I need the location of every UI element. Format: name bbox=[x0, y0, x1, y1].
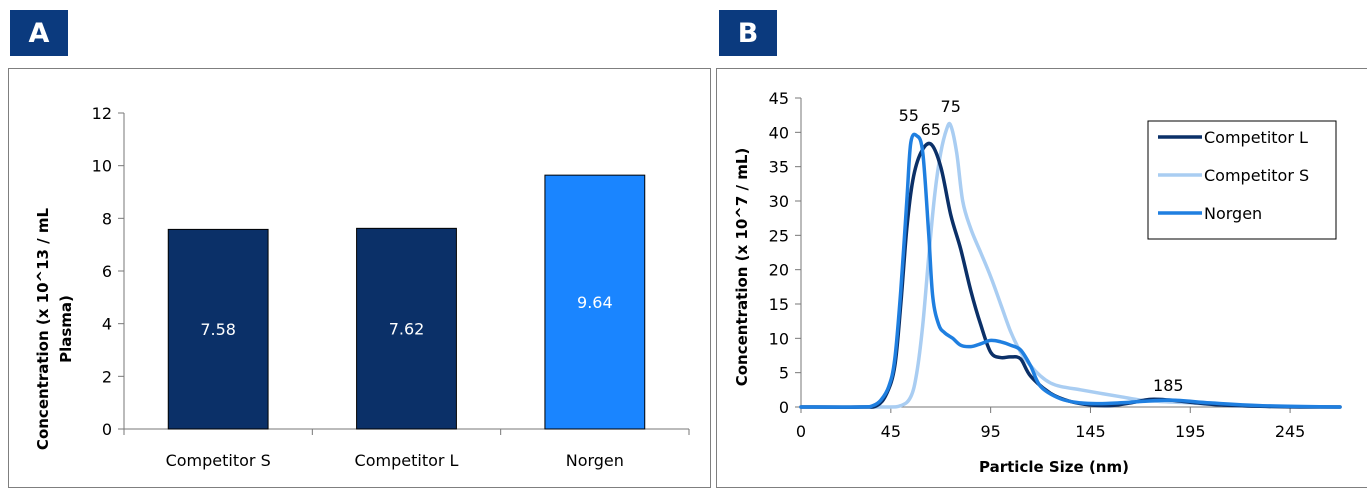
y-tick-label: 45 bbox=[769, 89, 789, 108]
bar-1 bbox=[167, 228, 269, 430]
x-tick-label: 95 bbox=[980, 422, 1000, 441]
peak-annotation: 55 bbox=[899, 106, 919, 125]
y-tick-label: 8 bbox=[102, 209, 112, 228]
bar-chart: 0 2 4 6 8 10 12 7.58 Competitor S 7.62 Competitor… bbox=[34, 104, 690, 470]
x-category-label: Competitor S bbox=[166, 451, 271, 470]
legend-label: Norgen bbox=[1204, 204, 1262, 223]
bar-chart-frame: 0 2 4 6 8 10 12 7.58 Competitor S 7.62 Competitor… bbox=[8, 68, 711, 488]
x-axis-title: Particle Size (nm) bbox=[979, 458, 1129, 476]
y-axis-title-line1: Concentration (x 10^13 / mL bbox=[34, 207, 52, 450]
panel-b-label: B bbox=[719, 10, 777, 56]
y-tick-label: 6 bbox=[102, 262, 112, 281]
x-category-label: Norgen bbox=[566, 451, 624, 470]
series-line-3 bbox=[799, 132, 1342, 409]
peak-annotation: 65 bbox=[921, 120, 941, 139]
y-tick-label: 20 bbox=[769, 261, 789, 280]
line-chart-frame: 0 5 10 15 20 25 30 35 40 45 0 45 95 145 195 245 55 65 75 1… bbox=[716, 68, 1367, 488]
bar-data-label: 7.62 bbox=[389, 320, 425, 339]
bar-data-label: 7.58 bbox=[200, 320, 236, 339]
x-tick-label: 245 bbox=[1275, 422, 1306, 441]
x-tick-label: 195 bbox=[1175, 422, 1206, 441]
y-tick-label: 4 bbox=[102, 315, 112, 334]
legend-label: Competitor L bbox=[1204, 128, 1308, 147]
y-tick-label: 25 bbox=[769, 226, 789, 245]
y-tick-label: 2 bbox=[102, 367, 112, 386]
peak-annotation: 185 bbox=[1153, 376, 1184, 395]
y-axis-title: Concentration (x 10^7 / mL) bbox=[733, 148, 751, 387]
y-tick-label: 30 bbox=[769, 192, 789, 211]
y-tick-label: 5 bbox=[779, 364, 789, 383]
y-tick-label: 15 bbox=[769, 295, 789, 314]
y-axis-title-line2: Plasma) bbox=[57, 295, 75, 363]
y-tick-label: 0 bbox=[779, 398, 789, 417]
panel-a-label: A bbox=[10, 10, 68, 56]
legend-label: Competitor S bbox=[1204, 166, 1309, 185]
legend-box bbox=[1147, 120, 1337, 240]
bar-3 bbox=[544, 174, 646, 430]
y-tick-label: 12 bbox=[92, 104, 112, 123]
x-category-label: Competitor L bbox=[355, 451, 459, 470]
peak-annotation: 75 bbox=[941, 97, 961, 116]
bar-2 bbox=[356, 227, 457, 430]
y-tick-label: 10 bbox=[92, 157, 112, 176]
x-tick-label: 45 bbox=[881, 422, 901, 441]
y-tick-label: 0 bbox=[102, 420, 112, 439]
legend: Competitor L Competitor S Norgen bbox=[1147, 120, 1337, 240]
x-tick-label: 145 bbox=[1075, 422, 1106, 441]
y-tick-label: 40 bbox=[769, 123, 789, 142]
bar-data-label: 9.64 bbox=[577, 293, 613, 312]
y-tick-label: 35 bbox=[769, 158, 789, 177]
x-tick-label: 0 bbox=[796, 422, 806, 441]
y-tick-label: 10 bbox=[769, 329, 789, 348]
